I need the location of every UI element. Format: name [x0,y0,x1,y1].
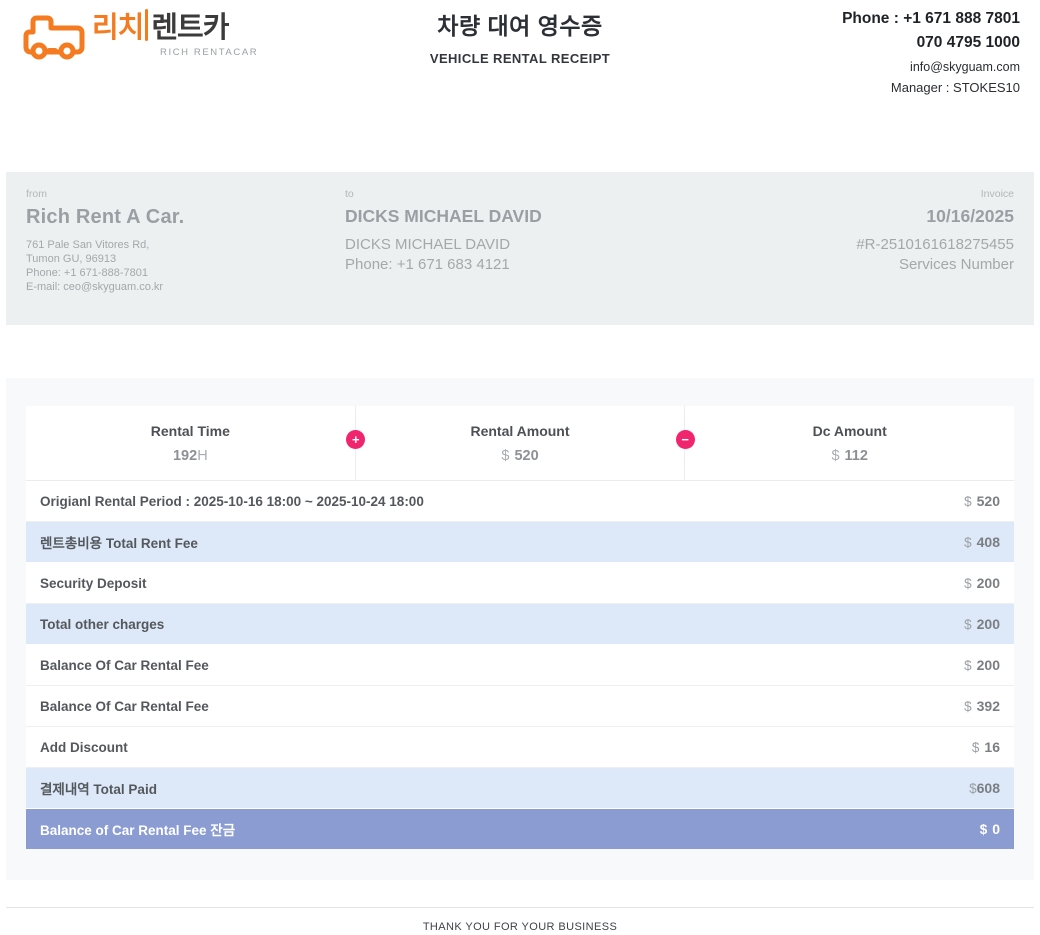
logo: 리치 렌트카 RICH RENTACAR [22,4,258,60]
fee-table: Rental Time 192H Rental Amount $520 Dc A… [26,406,1014,849]
fee-row: 렌트총비용 Total Rent Fee $408 [26,522,1014,563]
from-label: from [26,188,47,200]
rental-amount-value: $520 [501,448,539,464]
contact-phone-2: 070 4795 1000 [916,34,1020,51]
invoice-number: #R-2510161618275455 [856,236,1014,253]
fee-row-amount: $200 [964,575,1000,591]
rental-time-value: 192H [172,448,208,464]
fee-row: Add Discount $16 [26,727,1014,768]
fee-row-amount: $408 [964,534,1000,550]
fee-row-label: Security Deposit [40,575,147,591]
dc-amount-value: $112 [831,448,868,464]
fee-row: Total other charges $200 [26,604,1014,645]
fee-row: Balance of Car Rental Fee 잔금 $0 [26,809,1014,849]
fee-row-label: Balance of Car Rental Fee 잔금 [40,823,236,838]
fee-row: Balance Of Car Rental Fee $392 [26,686,1014,727]
summary-rental-amount: Rental Amount $520 [356,406,686,480]
to-name-secondary: DICKS MICHAEL DAVID [345,236,511,253]
logo-text: 리치 렌트카 RICH RENTACAR [92,4,258,58]
fee-row-label: Total other charges [40,616,165,632]
fee-row-amount: $0 [979,821,1000,837]
minus-icon: − [675,430,695,449]
title-english: VEHICLE RENTAL RECEIPT [429,51,611,66]
fee-row: Security Deposit $200 [26,563,1014,604]
from-phone: Phone: +1 671-888-7801 [26,267,149,279]
logo-korean-orange: 리치 [92,12,144,44]
fee-row-amount: $200 [964,657,1000,673]
footer-divider [6,907,1034,908]
plus-icon: + [346,430,366,449]
rental-time-label: Rental Time [150,423,230,439]
company-contact: Phone : +1 671 888 7801 070 4795 1000 in… [842,7,1020,95]
parties-band: from Rich Rent A Car. 761 Pale San Vitor… [6,172,1034,325]
fee-row-amount: $200 [964,616,1000,632]
page-title: 차량 대여 영수증 VEHICLE RENTAL RECEIPT [0,7,1040,66]
fee-card: Rental Time 192H Rental Amount $520 Dc A… [6,378,1034,880]
fee-row-label: 렌트총비용 Total Rent Fee [40,536,198,551]
truck-icon [23,15,85,60]
invoice-label: Invoice [980,188,1014,200]
fee-row-label: 결제내역 Total Paid [40,782,157,797]
fee-row-label: Add Discount [40,739,128,755]
rental-amount-label: Rental Amount [470,423,570,439]
fee-row: Balance Of Car Rental Fee $200 [26,645,1014,686]
contact-email: info@skyguam.com [910,60,1020,74]
fee-row: 결제내역 Total Paid $608 [26,768,1014,809]
fee-row-amount: $520 [964,493,1000,509]
invoice-date: 10/16/2025 [926,206,1014,226]
footer-message: THANK YOU FOR YOUR BUSINESS [422,921,618,933]
fee-row-label: Balance Of Car Rental Fee [40,657,209,673]
summary-header: Rental Time 192H Rental Amount $520 Dc A… [26,406,1014,481]
from-block: from Rich Rent A Car. 761 Pale San Vitor… [26,188,184,294]
from-address-line: Tumon GU, 96913 [26,253,117,265]
logo-caption: RICH RENTACAR [160,47,259,58]
fee-row-amount: $608 [969,780,1000,796]
summary-dc-amount: Dc Amount $112 [685,406,1014,480]
from-name: Rich Rent A Car. [26,206,185,228]
from-address-line: 761 Pale San Vitores Rd, [26,239,150,251]
fee-row-label: Balance Of Car Rental Fee [40,698,209,714]
dc-amount-label: Dc Amount [812,423,887,439]
fee-row-amount: $16 [971,739,1000,755]
contact-phone-1: Phone : +1 671 888 7801 [842,10,1020,27]
from-email: E-mail: ceo@skyguam.co.kr [26,281,164,293]
invoice-block: Invoice 10/16/2025 #R-2510161618275455 S… [856,188,1014,275]
fee-row-label: Origianl Rental Period : 2025-10-16 18:0… [40,493,424,509]
summary-rental-time: Rental Time 192H [26,406,356,480]
logo-korean-dark: 렌트카 [151,12,229,44]
contact-manager: Manager : STOKES10 [890,80,1020,95]
to-label: to [345,188,354,200]
invoice-services-number: Services Number [898,256,1014,273]
title-korean: 차량 대여 영수증 [437,13,603,39]
to-name: DICKS MICHAEL DAVID [345,206,542,226]
fee-row: Origianl Rental Period : 2025-10-16 18:0… [26,481,1014,522]
fee-row-amount: $392 [964,698,1000,714]
to-block: to DICKS MICHAEL DAVID DICKS MICHAEL DAV… [345,188,542,275]
to-phone: Phone: +1 671 683 4121 [345,256,510,273]
fee-rows: Origianl Rental Period : 2025-10-16 18:0… [26,481,1014,849]
logo-divider [145,9,149,41]
